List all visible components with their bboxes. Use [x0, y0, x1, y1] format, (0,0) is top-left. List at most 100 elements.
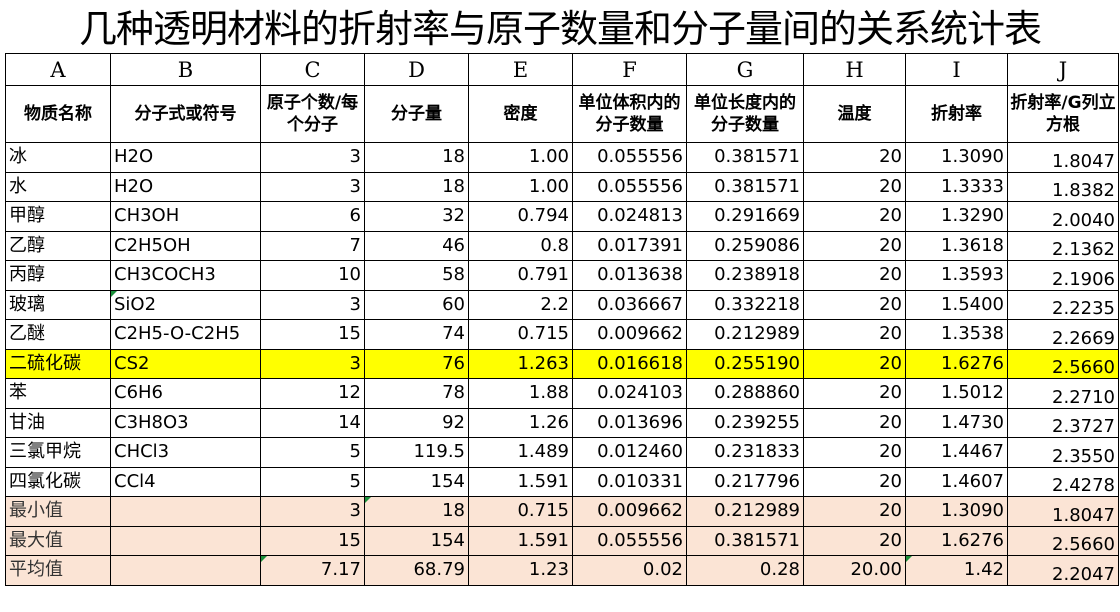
cell-len[interactable]: 0.231833 — [686, 437, 804, 468]
cell-atoms[interactable]: 5 — [260, 466, 365, 497]
cell-n[interactable]: 1.3618 — [905, 230, 1008, 261]
cell-mw[interactable]: 78 — [364, 378, 469, 409]
cell-vol[interactable]: 0.055556 — [572, 171, 687, 202]
cell-formula[interactable]: C2H5OH — [110, 230, 261, 261]
cell-density[interactable]: 0.715 — [468, 496, 573, 527]
cell-atoms[interactable]: 12 — [260, 378, 365, 409]
cell-name[interactable]: 水 — [5, 171, 111, 202]
cell-n[interactable]: 1.42 — [905, 555, 1008, 586]
cell-vol[interactable]: 0.055556 — [572, 525, 687, 556]
cell-ratio[interactable]: 2.3727 — [1007, 407, 1119, 438]
cell-mw[interactable]: 18 — [364, 171, 469, 202]
column-letter[interactable]: H — [803, 53, 906, 86]
cell-name[interactable]: 四氯化碳 — [5, 466, 111, 497]
cell-atoms[interactable]: 3 — [260, 171, 365, 202]
cell-mw[interactable]: 154 — [364, 466, 469, 497]
cell-density[interactable]: 1.263 — [468, 348, 573, 379]
cell-density[interactable]: 1.591 — [468, 525, 573, 556]
cell-atoms[interactable]: 7 — [260, 230, 365, 261]
cell-atoms[interactable]: 14 — [260, 407, 365, 438]
cell-atoms[interactable]: 3 — [260, 348, 365, 379]
header-cell[interactable]: 分子量 — [364, 85, 469, 143]
cell-vol[interactable]: 0.036667 — [572, 289, 687, 320]
cell-mw[interactable]: 18 — [364, 142, 469, 173]
cell-ratio[interactable]: 2.5660 — [1007, 525, 1119, 556]
cell-n[interactable]: 1.3090 — [905, 142, 1008, 173]
cell-len[interactable]: 0.291669 — [686, 201, 804, 232]
header-cell[interactable]: 原子个数/每个分子 — [260, 85, 365, 143]
cell-mw[interactable]: 154 — [364, 525, 469, 556]
cell-name[interactable]: 甘油 — [5, 407, 111, 438]
cell-formula[interactable]: C2H5-O-C2H5 — [110, 319, 261, 350]
cell-density[interactable]: 1.23 — [468, 555, 573, 586]
cell-ratio[interactable]: 2.3550 — [1007, 437, 1119, 468]
cell-atoms[interactable]: 7.17 — [260, 555, 365, 586]
cell-mw[interactable]: 60 — [364, 289, 469, 320]
cell-atoms[interactable]: 15 — [260, 319, 365, 350]
cell-name[interactable]: 乙醚 — [5, 319, 111, 350]
cell-mw[interactable]: 46 — [364, 230, 469, 261]
cell-temp[interactable]: 20 — [803, 437, 906, 468]
cell-formula[interactable] — [110, 555, 261, 586]
cell-name[interactable]: 平均值 — [5, 555, 111, 586]
cell-len[interactable]: 0.212989 — [686, 496, 804, 527]
cell-ratio[interactable]: 1.8047 — [1007, 496, 1119, 527]
cell-vol[interactable]: 0.017391 — [572, 230, 687, 261]
cell-atoms[interactable]: 10 — [260, 260, 365, 291]
cell-formula[interactable]: SiO2 — [110, 289, 261, 320]
cell-vol[interactable]: 0.012460 — [572, 437, 687, 468]
cell-mw[interactable]: 119.5 — [364, 437, 469, 468]
cell-len[interactable]: 0.238918 — [686, 260, 804, 291]
cell-density[interactable]: 1.88 — [468, 378, 573, 409]
cell-name[interactable]: 冰 — [5, 142, 111, 173]
cell-mw[interactable]: 68.79 — [364, 555, 469, 586]
cell-n[interactable]: 1.4467 — [905, 437, 1008, 468]
cell-name[interactable]: 最小值 — [5, 496, 111, 527]
cell-name[interactable]: 二硫化碳 — [5, 348, 111, 379]
cell-mw[interactable]: 32 — [364, 201, 469, 232]
cell-density[interactable]: 2.2 — [468, 289, 573, 320]
cell-temp[interactable]: 20 — [803, 171, 906, 202]
cell-n[interactable]: 1.5400 — [905, 289, 1008, 320]
cell-density[interactable]: 0.715 — [468, 319, 573, 350]
cell-temp[interactable]: 20 — [803, 201, 906, 232]
column-letter[interactable]: F — [572, 53, 687, 86]
cell-formula[interactable]: CH3OH — [110, 201, 261, 232]
cell-len[interactable]: 0.259086 — [686, 230, 804, 261]
column-letter[interactable]: B — [110, 53, 261, 86]
column-letter[interactable]: J — [1007, 53, 1119, 86]
cell-formula[interactable]: H2O — [110, 171, 261, 202]
cell-atoms[interactable]: 3 — [260, 289, 365, 320]
cell-mw[interactable]: 18 — [364, 496, 469, 527]
cell-formula[interactable]: CCl4 — [110, 466, 261, 497]
cell-len[interactable]: 0.28 — [686, 555, 804, 586]
cell-len[interactable]: 0.381571 — [686, 171, 804, 202]
cell-temp[interactable]: 20 — [803, 289, 906, 320]
header-cell[interactable]: 温度 — [803, 85, 906, 143]
cell-formula[interactable]: C6H6 — [110, 378, 261, 409]
cell-density[interactable]: 1.00 — [468, 171, 573, 202]
cell-formula[interactable] — [110, 496, 261, 527]
column-letter[interactable]: E — [468, 53, 573, 86]
header-cell[interactable]: 折射率 — [905, 85, 1008, 143]
cell-temp[interactable]: 20 — [803, 348, 906, 379]
cell-density[interactable]: 1.591 — [468, 466, 573, 497]
cell-density[interactable]: 1.00 — [468, 142, 573, 173]
column-letter[interactable]: C — [260, 53, 365, 86]
cell-name[interactable]: 丙醇 — [5, 260, 111, 291]
cell-len[interactable]: 0.288860 — [686, 378, 804, 409]
cell-vol[interactable]: 0.009662 — [572, 319, 687, 350]
header-cell[interactable]: 物质名称 — [5, 85, 111, 143]
header-cell[interactable]: 单位体积内的分子数量 — [572, 85, 687, 143]
cell-len[interactable]: 0.381571 — [686, 142, 804, 173]
cell-density[interactable]: 0.791 — [468, 260, 573, 291]
cell-ratio[interactable]: 1.8382 — [1007, 171, 1119, 202]
cell-ratio[interactable]: 2.2669 — [1007, 319, 1119, 350]
cell-temp[interactable]: 20 — [803, 378, 906, 409]
cell-temp[interactable]: 20 — [803, 230, 906, 261]
cell-ratio[interactable]: 2.2047 — [1007, 555, 1119, 586]
cell-vol[interactable]: 0.013638 — [572, 260, 687, 291]
cell-n[interactable]: 1.4730 — [905, 407, 1008, 438]
cell-name[interactable]: 最大值 — [5, 525, 111, 556]
column-letter[interactable]: I — [905, 53, 1008, 86]
